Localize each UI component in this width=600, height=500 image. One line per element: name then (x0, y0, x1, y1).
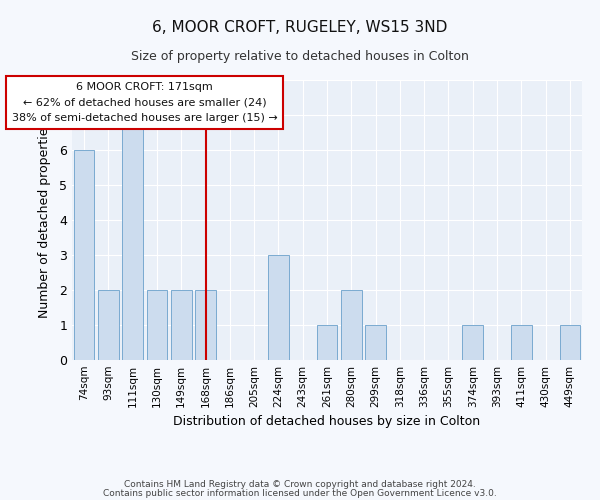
Text: 6, MOOR CROFT, RUGELEY, WS15 3ND: 6, MOOR CROFT, RUGELEY, WS15 3ND (152, 20, 448, 35)
Bar (341, 290, 362, 360)
X-axis label: Distribution of detached houses by size in Colton: Distribution of detached houses by size … (173, 416, 481, 428)
Bar (463, 325, 483, 360)
Bar (560, 325, 580, 360)
Text: 6 MOOR CROFT: 171sqm
← 62% of detached houses are smaller (24)
38% of semi-detac: 6 MOOR CROFT: 171sqm ← 62% of detached h… (12, 82, 278, 123)
Text: Size of property relative to detached houses in Colton: Size of property relative to detached ho… (131, 50, 469, 63)
Bar (98, 290, 119, 360)
Bar (146, 290, 167, 360)
Y-axis label: Number of detached properties: Number of detached properties (38, 122, 51, 318)
Text: Contains HM Land Registry data © Crown copyright and database right 2024.: Contains HM Land Registry data © Crown c… (124, 480, 476, 489)
Bar (511, 325, 532, 360)
Bar (74, 150, 94, 360)
Bar (317, 325, 337, 360)
Text: Contains public sector information licensed under the Open Government Licence v3: Contains public sector information licen… (103, 488, 497, 498)
Bar (365, 325, 386, 360)
Bar (122, 115, 143, 360)
Bar (171, 290, 191, 360)
Bar (268, 255, 289, 360)
Bar (195, 290, 216, 360)
